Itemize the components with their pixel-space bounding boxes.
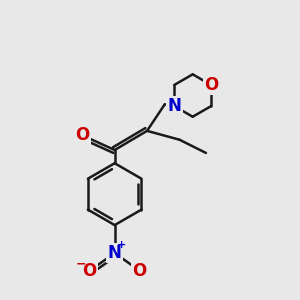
Text: O: O — [133, 262, 147, 280]
Text: O: O — [75, 126, 89, 144]
Text: O: O — [82, 262, 97, 280]
Text: O: O — [204, 76, 218, 94]
Text: N: N — [108, 244, 122, 262]
Text: −: − — [76, 258, 87, 271]
Text: N: N — [167, 97, 181, 115]
Text: +: + — [116, 240, 126, 250]
